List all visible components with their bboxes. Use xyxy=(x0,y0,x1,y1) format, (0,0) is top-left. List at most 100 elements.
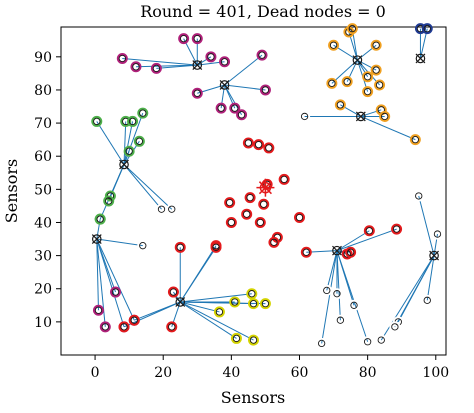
sensor-node xyxy=(375,334,387,346)
sensor-node xyxy=(258,198,270,210)
sensor-node xyxy=(362,71,374,83)
sensor-node xyxy=(156,203,168,215)
sensor-node xyxy=(225,216,237,228)
cluster-link xyxy=(96,238,125,327)
y-tick-label: 40 xyxy=(34,215,52,231)
cluster-head-marker xyxy=(332,245,342,256)
y-tick-label: 10 xyxy=(34,315,52,331)
sensor-node xyxy=(248,334,260,346)
cluster-heads xyxy=(91,53,439,307)
sensor-node xyxy=(103,195,115,207)
x-tick-label: 0 xyxy=(91,365,100,381)
sensor-node xyxy=(321,284,333,296)
cluster-link xyxy=(96,121,125,165)
sensor-node xyxy=(230,332,242,344)
cluster-link xyxy=(418,195,435,256)
cluster-link xyxy=(224,54,263,86)
x-tick-label: 60 xyxy=(291,365,309,381)
cluster-link xyxy=(96,239,99,311)
sensor-node xyxy=(94,213,106,225)
cluster-head-marker xyxy=(219,80,230,90)
cluster-head-marker xyxy=(91,234,102,244)
sensor-node xyxy=(241,208,253,220)
sensor-node xyxy=(224,197,236,209)
sensor-node xyxy=(213,306,225,318)
sensor-node xyxy=(334,99,346,111)
cluster-link xyxy=(180,293,252,303)
sensor-node xyxy=(379,110,391,122)
cluster-link xyxy=(179,247,217,303)
cluster-link xyxy=(336,230,370,252)
sensor-node xyxy=(174,241,186,253)
sensor-node xyxy=(248,298,260,310)
sensor-node xyxy=(389,321,401,333)
sensor-node xyxy=(92,304,104,316)
cluster-link xyxy=(123,151,130,165)
sensor-node xyxy=(326,77,338,89)
sensor-node xyxy=(110,286,122,298)
sensor-node xyxy=(229,102,241,114)
sensor-node xyxy=(362,86,374,98)
sensor-node xyxy=(421,23,433,35)
cluster-link xyxy=(122,57,198,66)
sensor-node xyxy=(328,39,340,51)
sensor-node xyxy=(299,110,311,122)
x-tick-label: 20 xyxy=(154,365,172,381)
cluster-head-marker xyxy=(192,60,203,71)
sensor-node xyxy=(346,23,358,35)
cluster-link xyxy=(123,164,162,210)
cluster-link xyxy=(96,238,106,327)
cluster-link xyxy=(135,64,198,68)
cluster-link xyxy=(96,238,143,247)
sensor-node xyxy=(331,288,343,300)
sensor-node xyxy=(219,56,231,68)
sink-marker xyxy=(256,178,275,197)
cluster-link xyxy=(197,56,212,66)
sensor-node xyxy=(116,52,128,64)
sensor-node xyxy=(191,87,203,99)
sensor-node xyxy=(409,134,421,146)
sensor-node xyxy=(246,288,258,300)
x-axis-ticks: 0 20 40 60 80 100 xyxy=(91,355,449,381)
sensor-node xyxy=(374,79,386,91)
sensor-node xyxy=(137,240,149,252)
sensor-node xyxy=(363,225,375,237)
cluster-link xyxy=(179,301,237,339)
sensor-node xyxy=(316,337,328,349)
sensor-node xyxy=(370,64,382,76)
cluster-head-marker xyxy=(355,111,366,122)
sensor-node xyxy=(293,212,305,224)
sensor-node xyxy=(413,190,425,202)
cluster-link xyxy=(123,164,173,210)
sensor-node xyxy=(229,296,241,308)
sensor-node xyxy=(128,314,140,326)
sensor-node xyxy=(268,236,280,248)
sensor-node xyxy=(348,299,360,311)
cluster-link xyxy=(426,255,435,301)
x-axis-label: Sensors xyxy=(221,388,285,407)
sensor-node xyxy=(133,135,145,147)
sensor-node xyxy=(421,294,433,306)
sensor-node xyxy=(123,145,135,157)
sensor-node xyxy=(391,223,403,235)
y-axis-ticks: 10 20 30 40 50 60 70 80 90 xyxy=(34,50,61,331)
cluster-link xyxy=(336,250,341,321)
cluster-link xyxy=(96,238,135,321)
sensor-node xyxy=(236,109,248,121)
sensor-node xyxy=(278,173,290,185)
sensor-node xyxy=(431,228,443,240)
sensor-node xyxy=(99,321,111,333)
cluster-link xyxy=(394,255,435,328)
cluster-head-marker xyxy=(175,297,186,307)
sensor-node xyxy=(210,241,222,253)
cluster-link xyxy=(123,121,127,165)
chart-title: Round = 401, Dead nodes = 0 xyxy=(140,2,386,21)
sensor-node xyxy=(370,39,382,51)
sensor-node xyxy=(300,246,312,258)
sensor-node xyxy=(215,102,227,114)
y-axis-label: Sensors xyxy=(2,159,21,223)
sink-layer xyxy=(256,178,275,197)
x-tick-label: 80 xyxy=(359,365,377,381)
y-tick-label: 50 xyxy=(34,182,52,198)
